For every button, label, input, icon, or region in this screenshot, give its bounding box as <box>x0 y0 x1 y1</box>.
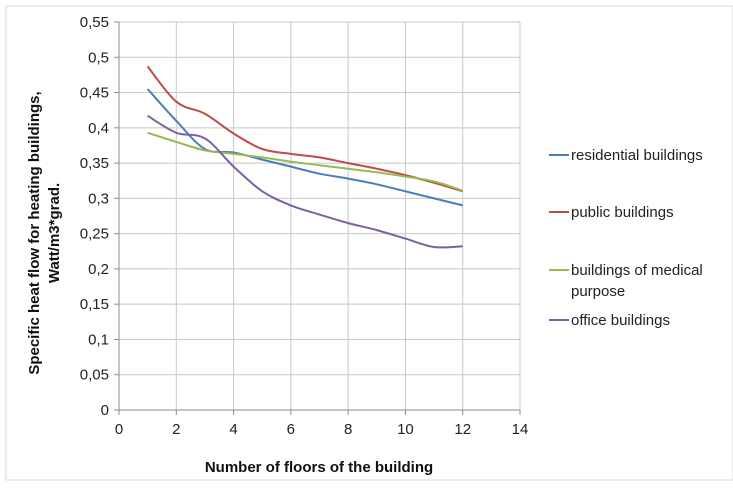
y-tick-label: 0,5 <box>88 49 109 66</box>
legend-label-public-buildings: public buildings <box>571 204 674 221</box>
series-line-office-buildings <box>147 114 463 249</box>
series-line-public-buildings <box>146 65 463 193</box>
x-tick-label: 4 <box>229 421 237 438</box>
x-tick-label: 14 <box>512 421 529 438</box>
y-tick-label: 0 <box>101 402 109 419</box>
legend-label-line: residential buildings <box>571 147 703 164</box>
y-axis-title: Specific heat flow for heating buildings… <box>26 91 63 374</box>
legend-label-buildings-of-medical-purpose: buildings of medical purpose <box>571 262 703 300</box>
y-tick-label: 0,15 <box>80 296 109 313</box>
gridlines <box>119 21 521 410</box>
x-axis-title: Number of floors of the building <box>205 459 433 476</box>
x-tick-label: 10 <box>397 421 414 438</box>
x-tick-label: 0 <box>115 421 123 438</box>
legend-label-line: office buildings <box>571 312 670 329</box>
x-tick-labels: 0 2 4 6 8 10 12 14 <box>115 421 529 438</box>
y-tick-label: 0,3 <box>88 190 109 207</box>
x-tick-label: 6 <box>287 421 295 438</box>
chart-border <box>5 5 733 481</box>
axes <box>114 21 521 415</box>
legend: residential buildings public buildings bui… <box>549 147 703 329</box>
legend-label-line: public buildings <box>571 204 674 221</box>
y-tick-label: 0,1 <box>88 331 109 348</box>
y-tick-label: 0,05 <box>80 367 109 384</box>
data-series <box>146 65 463 249</box>
legend-label-line: purpose <box>571 283 625 300</box>
y-tick-label: 0,2 <box>88 261 109 278</box>
legend-label-office-buildings: office buildings <box>571 312 670 329</box>
y-tick-label: 0,25 <box>80 226 109 243</box>
series-line-residential-buildings <box>146 88 463 207</box>
y-axis-title-line-2: Watt/m3*grad. <box>46 183 63 283</box>
x-tick-label: 12 <box>454 421 471 438</box>
y-axis-title-line-1: Specific heat flow for heating buildings… <box>26 91 43 374</box>
legend-label-line: buildings of medical <box>571 262 703 279</box>
x-tick-label: 2 <box>172 421 180 438</box>
y-tick-label: 0,55 <box>80 14 109 31</box>
legend-label-residential-buildings: residential buildings <box>571 147 703 164</box>
y-tick-label: 0,35 <box>80 155 109 172</box>
x-tick-label: 8 <box>344 421 352 438</box>
y-tick-label: 0,45 <box>80 85 109 102</box>
series-line-buildings-of-medical-purpose <box>147 131 463 192</box>
y-tick-labels: 0 0,05 0,1 0,15 0,2 0,25 0,3 0,35 0,4 0,45 0,5 0,55 <box>80 14 109 419</box>
y-tick-label: 0,4 <box>88 120 109 137</box>
